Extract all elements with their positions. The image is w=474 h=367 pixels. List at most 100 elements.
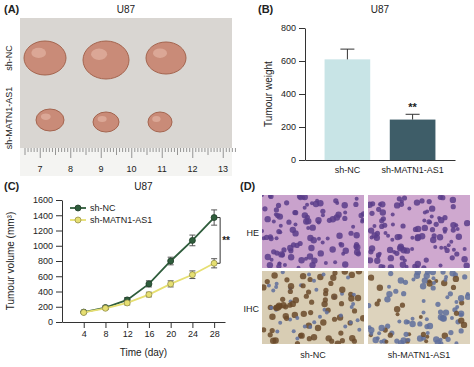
marker [211,260,217,266]
tick-label: 800 [281,23,296,33]
nucleus [298,195,303,200]
ruler-tick [168,148,169,152]
tick-label: 16 [144,329,154,339]
nucleus [393,289,398,294]
nucleus [422,310,426,314]
ruler-tick [31,148,32,152]
panel-label: (D) [240,180,256,192]
column-label: sh-NC [300,350,326,360]
tick-label: 1600 [33,195,53,205]
nucleus [308,277,313,282]
nucleus [450,197,456,203]
chart-title: U87 [371,4,390,15]
nucleus [274,285,278,289]
nucleus [335,201,339,205]
nucleus [419,198,424,203]
significance-label: ** [222,235,230,246]
legend-marker [75,205,81,211]
nucleus [352,308,357,313]
nucleus [271,288,275,292]
nucleus [424,339,428,343]
nucleus [368,303,371,308]
nucleus [449,271,455,277]
nucleus [407,338,411,342]
nucleus [378,252,382,256]
ruler-tick [46,148,47,152]
error-bar [340,49,354,59]
nucleus [295,336,299,340]
nucleus [433,245,437,249]
ruler-tick [58,148,59,152]
error-cap [340,49,354,50]
tumour-highlight [31,48,46,58]
nucleus [414,235,420,241]
error-stem [347,49,348,59]
ruler-tick [186,148,187,152]
nucleus [379,325,385,331]
nucleus [315,217,321,223]
nucleus [378,202,382,206]
nucleus [337,314,343,320]
ruler-tick [73,148,74,152]
marker [168,281,174,287]
tick-label: 20 [166,329,176,339]
ruler-tick [211,148,212,152]
ruler-tick [208,148,209,155]
ruler-tick [183,148,184,152]
nucleus [421,265,426,268]
ruler-tick [226,148,227,152]
nucleus [368,274,374,280]
panel-label: (B) [258,3,274,15]
nucleus [297,266,301,268]
tick: 1000 [33,241,62,251]
tick-label: 800 [38,256,53,266]
ruler-tick [204,148,205,152]
tick-mark [56,231,62,232]
ruler-tick [79,148,80,152]
nucleus [322,272,326,276]
nucleus [368,249,373,254]
nucleus [410,247,414,251]
nucleus [304,294,309,299]
axis: sh-NCsh-MATN1-AS1 [306,161,456,176]
tick-mark [171,322,172,328]
tick: 1400 [33,211,62,221]
ruler-tick [217,148,218,152]
ruler-tick [137,148,138,152]
nucleus [386,234,390,238]
nucleus [450,316,454,320]
nucleus [268,195,272,198]
nucleus [461,322,467,328]
tick-label: 200 [38,302,53,312]
tick-mark [299,61,305,62]
nucleus [434,222,439,227]
nucleus [269,236,274,241]
ruler-tick [98,148,99,152]
nucleus [420,283,426,289]
ruler-tick [101,148,102,158]
tick-mark [84,322,85,328]
panel-label: (C) [4,180,20,192]
tick-label: 400 [38,287,53,297]
nucleus [448,291,453,296]
nucleus [401,291,406,296]
significance-bracket [217,218,220,264]
legend-label: sh-NC [90,203,116,213]
nucleus [275,213,280,218]
nucleus [387,285,391,289]
nucleus [307,272,311,276]
nucleus [464,220,470,226]
nucleus [368,325,372,329]
nucleus [427,279,431,283]
nucleus [438,217,444,223]
nucleus [427,199,432,204]
tick-mark [56,246,62,247]
ruler-tick [40,148,41,158]
ruler-label: 10 [126,164,136,174]
plot-area [325,49,436,160]
nucleus [440,271,445,275]
nucleus [351,225,355,229]
nucleus [463,262,469,268]
tumour-highlight [152,116,160,122]
error-bar [211,259,217,268]
